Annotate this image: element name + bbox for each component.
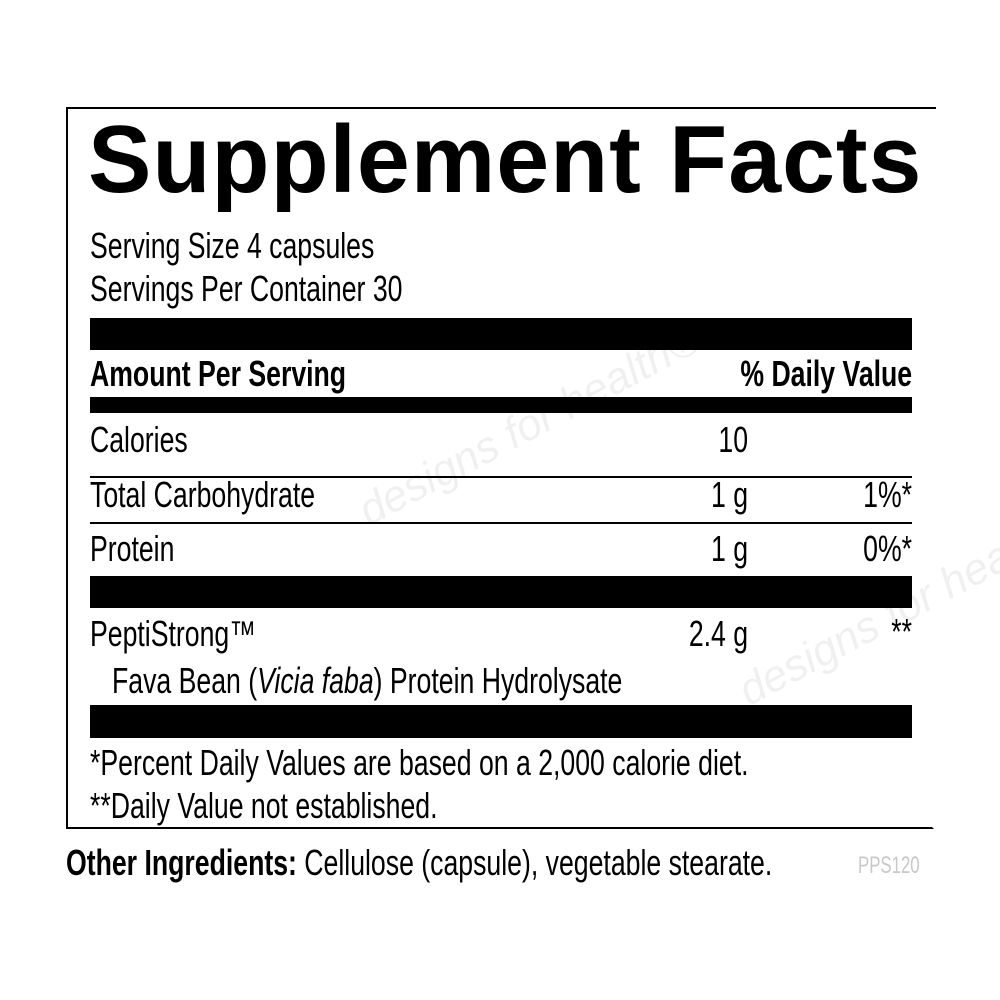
nutrient-name: Calories (90, 419, 188, 460)
ingredient-dv: ** (891, 611, 912, 652)
nutrient-name: Total Carbohydrate (90, 474, 316, 515)
divider-thick (90, 705, 912, 738)
nutrient-amount: 10 (718, 419, 748, 460)
footnote-dv: *Percent Daily Values are based on a 2,0… (90, 742, 749, 783)
product-code: PPS120 (858, 852, 920, 879)
latin-name: Vicia faba (257, 660, 374, 701)
ingredient-name: PeptiStrong™ (90, 613, 256, 654)
serving-size: Serving Size 4 capsules (90, 225, 375, 266)
panel-title: Supplement Facts (88, 106, 923, 213)
header-amount: Amount Per Serving (90, 353, 347, 394)
other-ingredients: Other Ingredients: Cellulose (capsule), … (66, 845, 772, 881)
nutrient-name: Protein (90, 528, 175, 569)
divider-thick (90, 318, 912, 350)
panel-top-border (66, 107, 936, 109)
footnote-not-established: **Daily Value not established. (90, 785, 438, 826)
divider-thin (90, 476, 912, 478)
other-ingredients-text: Cellulose (capsule), vegetable stearate. (296, 842, 773, 883)
header-daily-value: % Daily Value (740, 353, 912, 394)
sub-ingredient-suffix: ) Protein Hydrolysate (373, 660, 623, 701)
servings-per-container: Servings Per Container 30 (90, 268, 403, 309)
nutrient-amount: 1 g (710, 474, 748, 515)
divider-thin (90, 522, 912, 524)
ingredient-amount: 2.4 g (688, 613, 748, 654)
other-ingredients-label: Other Ingredients: (66, 842, 297, 883)
divider-thick (90, 576, 912, 608)
sub-ingredient: Fava Bean (Vicia faba) Protein Hydrolysa… (112, 663, 622, 699)
sub-ingredient-prefix: Fava Bean ( (112, 660, 258, 701)
nutrient-dv: 1%* (863, 474, 912, 515)
nutrient-dv: 0%* (863, 528, 912, 569)
divider-medium (90, 397, 912, 413)
nutrient-amount: 1 g (710, 528, 748, 569)
